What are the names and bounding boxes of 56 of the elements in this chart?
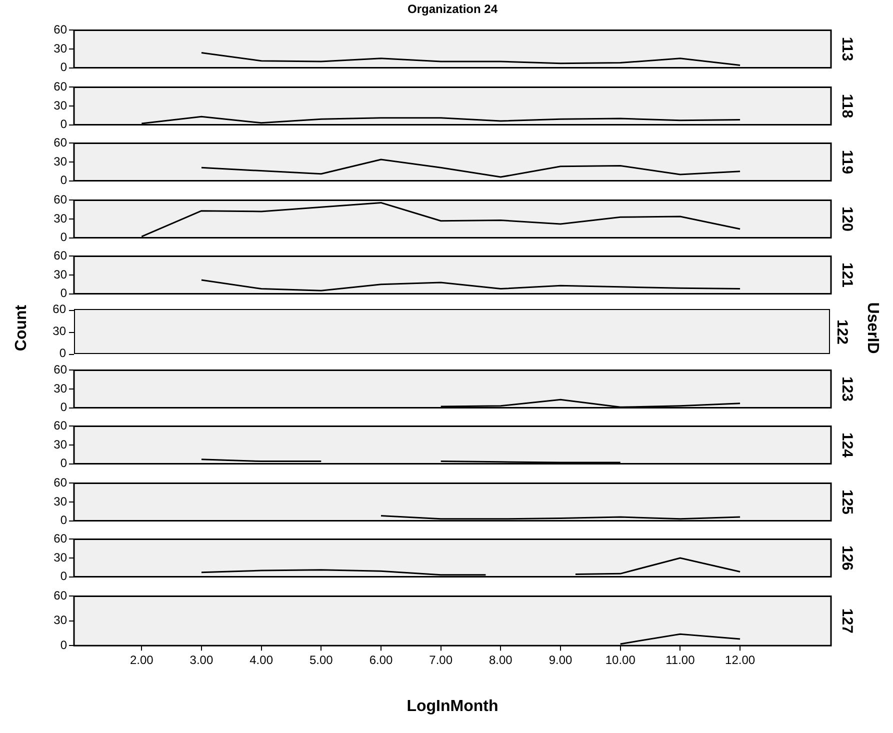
y-tick-label: 0 <box>60 400 68 414</box>
y-tick-label: 60 <box>54 532 68 546</box>
text: 113 <box>838 36 856 62</box>
x-tick-label: 8.00 <box>488 653 513 668</box>
y-tick-label: 60 <box>54 418 68 433</box>
text: 125 <box>838 489 856 514</box>
x-tick-label: 11.00 <box>666 653 696 668</box>
x-tick-label: 2.00 <box>130 653 154 668</box>
x-tick-label: 4.00 <box>250 653 274 668</box>
y-tick-label: 60 <box>54 192 68 206</box>
y-tick-label: 0 <box>60 116 68 131</box>
x-tick-label: 3.00 <box>190 653 214 668</box>
x-tick-label: 12.00 <box>725 653 756 668</box>
y-tick-label: 30 <box>54 613 68 628</box>
y-tick-label: 60 <box>54 136 68 150</box>
x-tick-label: 7.00 <box>429 653 453 668</box>
x-axis-title: LogInMonth <box>406 698 500 716</box>
text: 124 <box>838 432 856 458</box>
y-tick-label: 30 <box>54 211 68 226</box>
y-tick-label: 30 <box>54 550 68 565</box>
y-tick-label: 60 <box>54 248 68 263</box>
y-tick-label: 60 <box>54 79 68 94</box>
y-tick-label: 0 <box>60 456 68 470</box>
y-tick-label: 0 <box>60 512 68 527</box>
y-tick-label: 30 <box>54 494 68 508</box>
text: 123 <box>838 376 856 402</box>
y-tick-label: 30 <box>54 268 68 282</box>
y-tick-label: 60 <box>54 22 68 37</box>
y-tick-label: 30 <box>54 154 68 168</box>
y-tick-label: 30 <box>54 41 68 56</box>
text: Count <box>13 304 31 352</box>
y-tick-label: 0 <box>60 570 68 584</box>
text: 118 <box>838 93 856 118</box>
y-tick-label: 30 <box>54 438 68 452</box>
x-tick-label: 6.00 <box>369 653 393 668</box>
text: 127 <box>838 608 856 634</box>
text: 121 <box>838 262 856 288</box>
y-tick-label: 60 <box>54 588 68 603</box>
text: 126 <box>838 546 856 571</box>
y-tick-label: 30 <box>54 380 68 395</box>
y-tick-label: 60 <box>54 362 68 376</box>
x-tick-label: 5.00 <box>309 653 334 668</box>
y-tick-label: 0 <box>60 638 68 652</box>
chart-title: Organization 24 <box>406 2 499 16</box>
x-tick-label: 10.00 <box>605 653 636 668</box>
x-tick-label: 9.00 <box>548 653 573 668</box>
y-tick-label: 0 <box>60 230 68 244</box>
text: UserID <box>863 302 881 354</box>
y-tick-label: 0 <box>60 286 68 301</box>
y-tick-label: 60 <box>54 475 68 490</box>
text: 120 <box>838 206 856 232</box>
y-tick-label: 0 <box>60 173 68 188</box>
text: 119 <box>838 150 856 174</box>
text: 122 <box>834 319 850 345</box>
y-tick-label: 0 <box>60 60 68 74</box>
y-tick-label: 30 <box>54 98 68 112</box>
